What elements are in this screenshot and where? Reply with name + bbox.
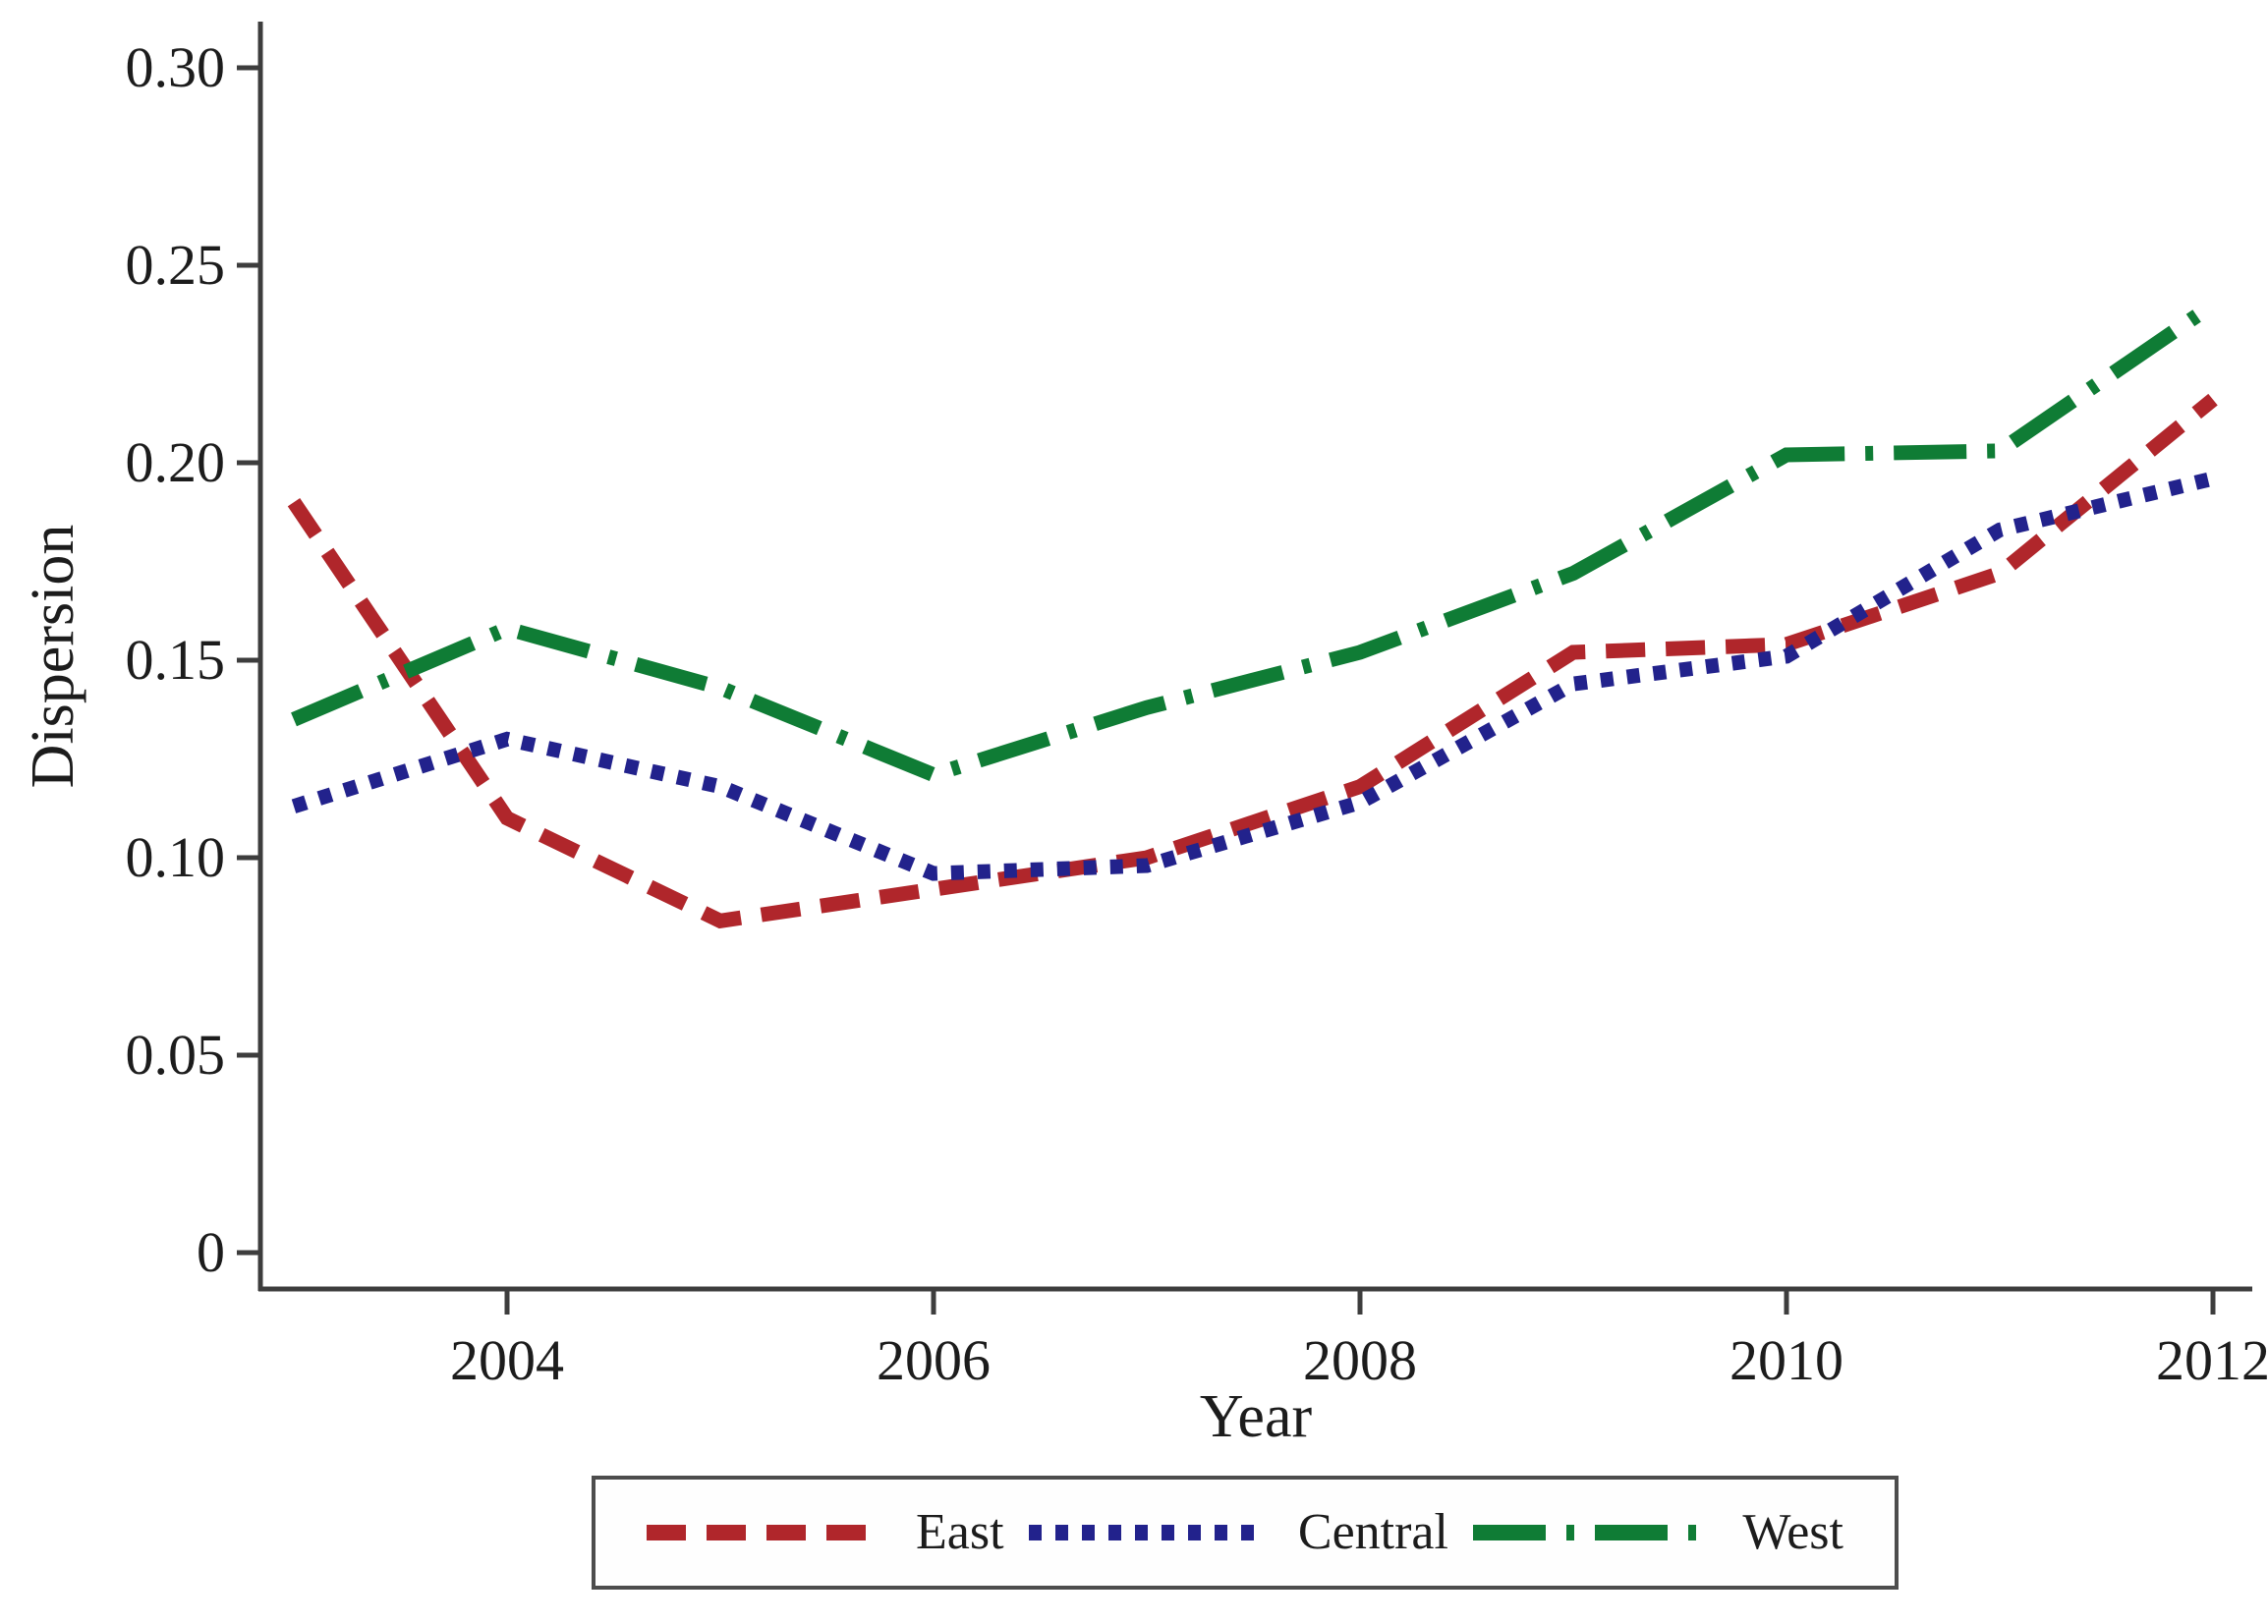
y-tick-label: 0.20 bbox=[126, 430, 226, 494]
legend-label-central: Central bbox=[1298, 1507, 1448, 1558]
y-axis-title: Dispersion bbox=[20, 525, 86, 789]
legend-sample-east-icon bbox=[647, 1523, 882, 1542]
x-tick-label: 2012 bbox=[2156, 1328, 2268, 1392]
legend-item-west: West bbox=[1473, 1507, 1843, 1558]
x-tick-label: 2006 bbox=[877, 1328, 991, 1392]
y-tick-label: 0.10 bbox=[126, 825, 226, 889]
series-line-west bbox=[294, 305, 2213, 774]
y-tick-label: 0.30 bbox=[126, 35, 226, 99]
legend-label-east: East bbox=[916, 1507, 1004, 1558]
legend-sample-west-icon bbox=[1473, 1523, 1709, 1542]
x-tick-label: 2004 bbox=[450, 1328, 564, 1392]
y-tick-label: 0.25 bbox=[126, 233, 226, 297]
legend-item-central: Central bbox=[1029, 1507, 1448, 1558]
legend: East Central West bbox=[592, 1476, 1899, 1590]
data-series bbox=[294, 305, 2213, 921]
x-tick-label: 2008 bbox=[1303, 1328, 1417, 1392]
legend-label-west: West bbox=[1742, 1507, 1843, 1558]
series-line-east bbox=[294, 400, 2213, 922]
x-tick-label: 2010 bbox=[1729, 1328, 1843, 1392]
x-axis-title: Year bbox=[1200, 1383, 1313, 1450]
y-tick-label: 0.05 bbox=[126, 1023, 226, 1087]
axes: 0 0.05 0.10 0.15 0.20 0.25 0.30 2004 2006 2008 201… bbox=[126, 22, 2268, 1392]
y-tick-label: 0 bbox=[197, 1220, 225, 1284]
legend-item-east: East bbox=[647, 1507, 1004, 1558]
y-tick-label: 0.15 bbox=[126, 628, 226, 692]
legend-sample-central-icon bbox=[1029, 1523, 1265, 1542]
